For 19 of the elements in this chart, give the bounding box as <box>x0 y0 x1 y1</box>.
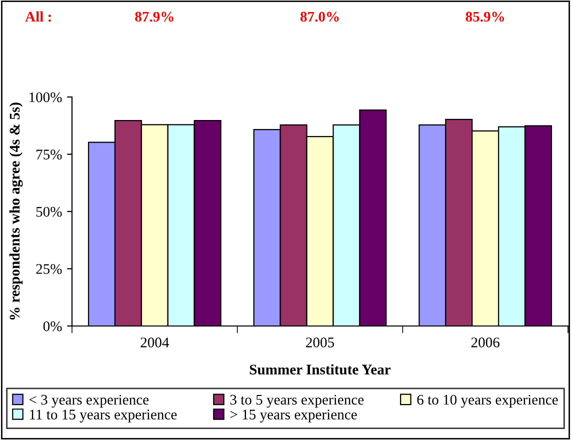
text: All : <box>25 11 51 22</box>
text: 85.9% <box>466 12 504 22</box>
y-tick-label: 100% <box>30 92 62 102</box>
x-tick-label: 2005 <box>306 338 334 348</box>
y-tick-label: 75% <box>36 150 62 160</box>
y-axis-title: % respondents who agree (4s & 5s) <box>9 102 23 320</box>
x-tick-label: 2006 <box>471 338 500 348</box>
legend-label: < 3 years experience <box>29 394 149 408</box>
y-tick-label: 25% <box>36 264 62 274</box>
text: 87.9% <box>135 12 174 22</box>
text: 87.0% <box>300 12 339 22</box>
x-axis-title: Summer Institute Year <box>250 364 391 375</box>
legend-label: 3 to 5 years experience <box>230 394 364 408</box>
y-tick-label: 0% <box>43 321 62 332</box>
legend-label: 6 to 10 years experience <box>417 394 558 408</box>
legend-label: 11 to 15 years experience <box>30 410 177 422</box>
x-tick-label: 2004 <box>140 338 170 348</box>
legend-label: > 15 years experience <box>230 410 357 422</box>
y-tick-label: 50% <box>36 206 62 217</box>
